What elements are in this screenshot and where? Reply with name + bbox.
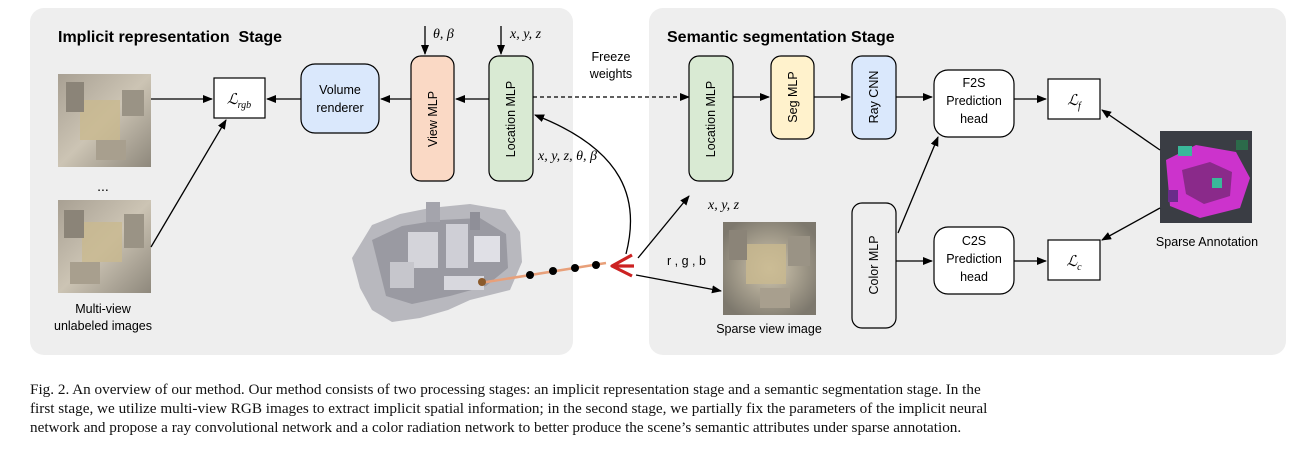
loss-rgb-label: ℒrgb [227, 92, 251, 111]
arrow-bottom-image-to-loss [150, 119, 227, 248]
camera-ray [479, 261, 607, 285]
multiview-label-line1: Multi-view [75, 302, 132, 316]
c2s-label-line3: head [960, 270, 988, 284]
xyz-bottom-label: x, y, z [707, 198, 740, 213]
sparse-view-image [723, 222, 816, 315]
ray-sample-point [478, 278, 486, 286]
arrow-colormlp-to-f2s [897, 136, 939, 234]
sparse-view-label: Sparse view image [716, 322, 822, 336]
arrow-annotation-to-loss-f [1101, 109, 1161, 151]
arrow-annotation-to-loss-c [1101, 207, 1161, 241]
freeze-label-line1: Freeze [592, 50, 631, 64]
caption-line-2: first stage, we utilize multi-view RGB i… [30, 400, 988, 417]
caption-line-3: network and propose a ray convolutional … [30, 419, 962, 436]
theta-beta-label: θ, β [433, 27, 454, 42]
ray-sample-point [571, 264, 579, 272]
sparse-annotation-label: Sparse Annotation [1156, 235, 1258, 249]
xyz-top-label: x, y, z [509, 27, 542, 42]
caption-line-1: Fig. 2. An overview of our method. Our m… [30, 381, 981, 398]
view-mlp-block [410, 55, 455, 182]
f2s-label-line1: F2S [963, 76, 986, 90]
c2s-label-line1: C2S [962, 234, 986, 248]
color-mlp-label: Color MLP [867, 235, 881, 294]
multiview-label-line2: unlabeled images [54, 319, 152, 333]
volume-renderer-label-line2: renderer [316, 101, 363, 115]
loss-c-label: ℒc [1066, 254, 1082, 273]
loss-f-label: ℒf [1067, 93, 1082, 112]
freeze-label-line2: weights [589, 67, 632, 81]
f2s-head-block [933, 69, 1015, 138]
camera-icon [610, 253, 634, 278]
semantic-stage-title: Semantic segmentation Stage [667, 29, 895, 46]
loss-c-subscript: c [1077, 262, 1082, 273]
arrow-camera-to-location-mlp-2 [637, 195, 690, 259]
sparse-annotation-image [1160, 131, 1252, 223]
xyz-theta-beta-label: x, y, z, θ, β [537, 149, 597, 164]
location-mlp-2-label: Location MLP [704, 81, 718, 157]
ray-sample-point [592, 261, 600, 269]
color-mlp-block [851, 202, 897, 329]
f2s-label-line2: Prediction [946, 94, 1002, 108]
loss-rgb-symbol: ℒ [227, 92, 239, 108]
loss-f-box [1047, 78, 1101, 120]
rgb-label: r , g , b [667, 254, 706, 268]
implicit-stage-title: Implicit representation Stage [58, 29, 282, 46]
view-mlp-label: View MLP [426, 91, 440, 147]
multiview-image-bottom [58, 200, 151, 293]
figure-caption: Fig. 2. An overview of our method. Our m… [30, 380, 1282, 437]
f2s-label-line3: head [960, 112, 988, 126]
ray-sample-point [526, 271, 534, 279]
loss-f-subscript: f [1078, 101, 1082, 112]
loss-c-box [1047, 239, 1101, 281]
loss-rgb-subscript: rgb [238, 100, 252, 111]
ray-cnn-label: Ray CNN [867, 71, 881, 124]
volume-renderer-block [300, 63, 380, 134]
location-mlp-label: Location MLP [504, 81, 518, 157]
multiview-image-top [58, 74, 151, 167]
c2s-label-line2: Prediction [946, 252, 1002, 266]
ellipsis-label: ... [97, 178, 109, 194]
loss-rgb-box [213, 77, 266, 119]
loss-f-symbol: ℒ [1067, 93, 1079, 109]
volume-renderer-label-line1: Volume [319, 83, 361, 97]
method-overview-diagram: Implicit representation Stage Semantic s… [30, 8, 1286, 355]
location-mlp-block [488, 55, 534, 182]
arrow-camera-to-location-mlp [534, 114, 632, 255]
point-cloud-scene [352, 202, 522, 322]
arrow-camera-to-sparse-view [635, 274, 722, 294]
location-mlp-2-block [688, 55, 734, 182]
seg-mlp-label: Seg MLP [786, 71, 800, 122]
loss-c-symbol: ℒ [1066, 254, 1078, 270]
ray-sample-point [549, 267, 557, 275]
